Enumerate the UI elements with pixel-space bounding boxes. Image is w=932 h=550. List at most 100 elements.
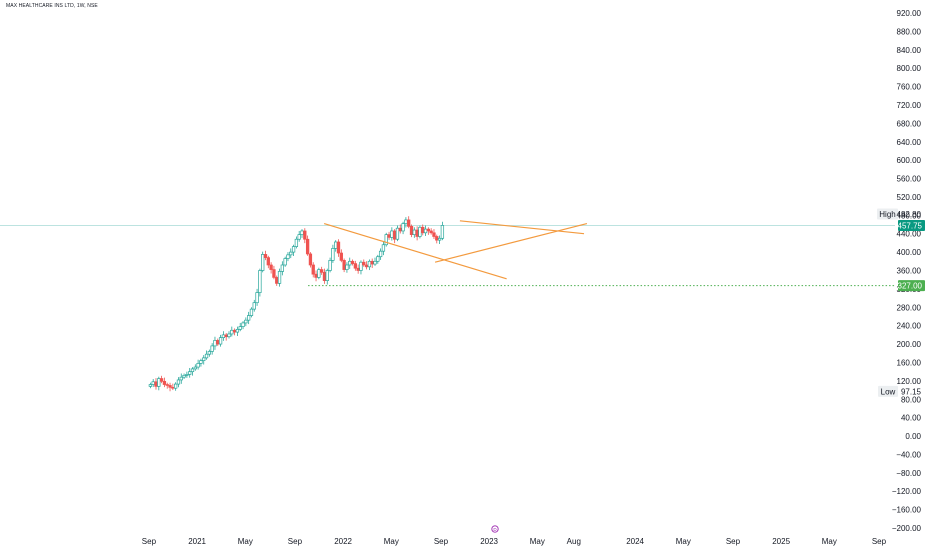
candle: [390, 227, 394, 241]
y-tick-label: 880.00: [897, 27, 922, 36]
candle: [193, 364, 197, 371]
candle: [342, 258, 346, 273]
candle: [247, 311, 251, 325]
x-tick-label: 2021: [188, 537, 206, 546]
candle: [311, 262, 315, 278]
trendlines[interactable]: [323, 220, 588, 280]
candle: [232, 328, 237, 336]
trendline[interactable]: [459, 220, 585, 235]
candle: [362, 259, 366, 267]
y-tick-label: 720.00: [897, 101, 922, 110]
y-tick-label: 40.00: [901, 414, 922, 423]
candle: [401, 221, 405, 235]
candle: [249, 307, 254, 318]
candle: [294, 236, 299, 249]
candle: [348, 257, 352, 269]
y-tick-label: 200.00: [897, 340, 922, 349]
candle: [291, 244, 296, 257]
candle: [210, 343, 214, 355]
candle: [367, 259, 372, 271]
candle: [412, 227, 416, 238]
candle: [423, 225, 428, 237]
candle: [359, 260, 363, 275]
candle: [373, 257, 377, 266]
y-tick-label: −40.00: [896, 450, 921, 459]
candle: [364, 261, 369, 270]
candle: [426, 227, 431, 235]
y-tick-label: 440.00: [897, 230, 922, 239]
low-label: Low 97.15: [878, 385, 922, 397]
candle: [202, 355, 206, 365]
time-axis[interactable]: Sep 2021 May Sep 2022 May Sep 2023 May Aug 2024 May…: [142, 537, 887, 546]
y-tick-label: 640.00: [897, 138, 922, 147]
x-tick-label: Sep: [872, 537, 887, 546]
candle: [283, 256, 287, 267]
candle: [289, 248, 293, 259]
candle: [204, 350, 209, 360]
candle: [185, 371, 189, 378]
y-tick-label: 120.00: [897, 377, 922, 386]
trendline[interactable]: [323, 223, 507, 280]
svg-text:457.75: 457.75: [898, 222, 923, 231]
x-tick-label: 2024: [626, 537, 644, 546]
y-tick-label: −80.00: [896, 469, 921, 478]
high-label: High 482.80: [877, 208, 922, 220]
candle: [331, 244, 335, 263]
candle: [174, 382, 178, 391]
x-tick-label: May: [676, 537, 691, 546]
candle: [266, 255, 270, 269]
candle: [162, 377, 167, 388]
high-label-text: High: [879, 210, 895, 219]
x-tick-label: Sep: [288, 537, 303, 546]
candle: [235, 326, 240, 337]
candle: [171, 383, 175, 391]
candle: [336, 239, 341, 257]
x-tick-label: May: [822, 537, 837, 546]
support-price-tag: 327.00: [898, 280, 925, 292]
x-tick-label: 2025: [772, 537, 790, 546]
x-tick-label: 2022: [334, 537, 352, 546]
x-tick-label: Aug: [567, 537, 581, 546]
y-tick-label: 80.00: [901, 395, 922, 404]
candle: [381, 241, 386, 256]
candle: [393, 229, 397, 244]
candle: [432, 229, 436, 240]
candle: [395, 225, 400, 242]
y-tick-label: 240.00: [897, 322, 922, 331]
candle: [213, 336, 217, 350]
dividend-marker-label: D: [493, 527, 497, 532]
x-tick-label: May: [530, 537, 545, 546]
y-tick-label: 560.00: [897, 175, 922, 184]
y-tick-label: 0.00: [905, 432, 921, 441]
candle: [221, 331, 226, 341]
candle: [314, 270, 318, 282]
candle: [165, 382, 169, 389]
y-tick-label: 600.00: [897, 156, 922, 165]
candle: [437, 235, 442, 245]
candle: [345, 262, 349, 273]
y-tick-label: −120.00: [892, 487, 922, 496]
candle: [263, 250, 268, 261]
candle: [404, 217, 408, 228]
y-tick-label: 520.00: [897, 193, 922, 202]
trendline[interactable]: [434, 223, 588, 263]
candle: [154, 378, 158, 390]
y-tick-label: 480.00: [897, 211, 922, 220]
candle: [157, 376, 161, 391]
candle: [277, 268, 282, 287]
dividend-marker-icon[interactable]: D: [491, 525, 499, 533]
candle: [370, 258, 374, 268]
candle: [190, 367, 195, 376]
x-tick-label: May: [384, 537, 399, 546]
y-tick-label: 400.00: [897, 248, 922, 257]
candle: [322, 268, 327, 284]
candle: [224, 333, 228, 341]
candle: [421, 224, 425, 236]
candle: [286, 252, 290, 262]
price-axis[interactable]: 920.00 880.00 840.00 800.00 760.00 720.00 680.…: [892, 9, 922, 533]
candle: [176, 377, 181, 388]
candle: [418, 225, 422, 239]
candle: [196, 359, 200, 370]
candle: [199, 358, 203, 367]
